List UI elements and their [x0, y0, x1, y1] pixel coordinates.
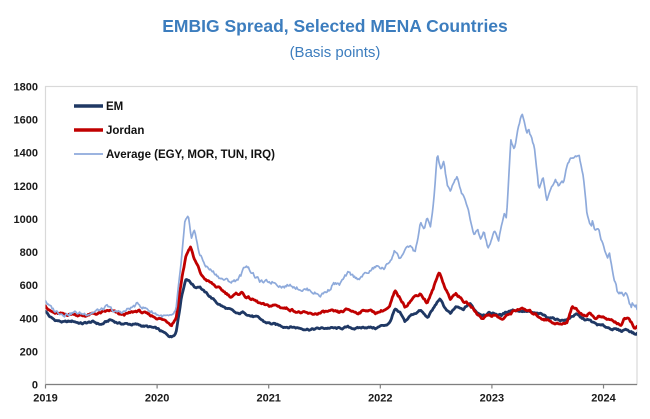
chart-subtitle: (Basis points) — [289, 44, 381, 61]
series-line-average-egy-mor-tun-irq — [45, 113, 637, 318]
series-line-em — [45, 278, 637, 339]
y-axis-label: 1400 — [14, 148, 38, 160]
y-axis-label: 400 — [20, 313, 38, 325]
x-axis-label: 2020 — [145, 393, 169, 405]
y-axis-label: 1200 — [14, 181, 38, 193]
legend: EM Jordan Average (EGY, MOR, TUN, IRQ) — [74, 101, 275, 161]
legend-item-jordan: Jordan — [74, 125, 144, 137]
y-axis-label: 1600 — [14, 115, 38, 127]
y-axis-label: 0 — [32, 380, 38, 392]
y-axis-label: 200 — [20, 346, 38, 358]
plot-border — [44, 85, 638, 386]
legend-label-average-egy-mor-tun-irq: Average (EGY, MOR, TUN, IRQ) — [106, 149, 275, 161]
y-axis-label: 1000 — [14, 214, 38, 226]
x-axis-label: 2022 — [368, 393, 392, 405]
y-axis-label: 600 — [20, 280, 38, 292]
legend-item-em: EM — [74, 101, 123, 113]
x-axis-label: 2023 — [480, 393, 504, 405]
x-axis-label: 2021 — [256, 393, 280, 405]
legend-item-average-egy-mor-tun-irq: Average (EGY, MOR, TUN, IRQ) — [74, 149, 275, 161]
x-axis-label: 2024 — [591, 393, 616, 405]
legend-label-jordan: Jordan — [106, 125, 144, 137]
chart-title: EMBIG Spread, Selected MENA Countries — [162, 16, 508, 36]
y-axis-label: 1800 — [14, 82, 38, 94]
x-axis-label: 2019 — [33, 393, 57, 405]
y-axis-label: 800 — [20, 247, 38, 259]
series-line-jordan — [45, 245, 637, 330]
legend-label-em: EM — [106, 101, 123, 113]
